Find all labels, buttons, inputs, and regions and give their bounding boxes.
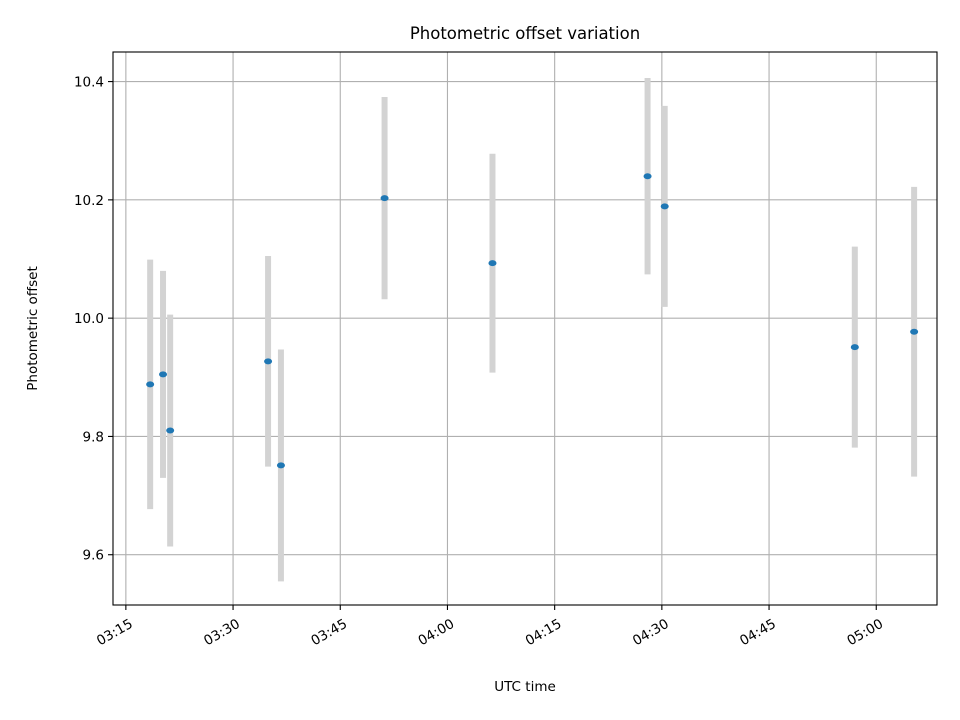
x-tick-label: 04:00 — [416, 616, 458, 649]
data-point — [264, 358, 273, 365]
x-tick-label: 05:00 — [844, 616, 886, 649]
y-tick-label: 10.0 — [74, 311, 104, 327]
data-point — [643, 173, 652, 180]
data-point — [276, 462, 285, 469]
data-point — [146, 381, 155, 388]
error-bars — [147, 78, 918, 582]
data-point — [910, 328, 919, 335]
y-axis-label: Photometric offset — [25, 266, 41, 390]
x-tick-label: 04:45 — [737, 616, 779, 649]
data-points — [146, 173, 919, 469]
x-tick-label: 03:15 — [94, 616, 136, 649]
x-axis-label: UTC time — [494, 679, 556, 695]
y-tick-label: 10.2 — [74, 193, 104, 209]
y-tick-label: 9.6 — [83, 548, 104, 564]
x-axis-ticks: 03:15 03:30 03:45 04:00 04:15 04:30 04:45 05:00 — [94, 605, 886, 649]
x-tick-label: 03:45 — [308, 616, 350, 649]
data-point — [166, 427, 175, 434]
y-tick-label: 10.4 — [74, 75, 104, 91]
data-point — [488, 260, 497, 267]
chart-title: Photometric offset variation — [410, 24, 640, 43]
x-tick-label: 04:15 — [523, 616, 565, 649]
data-point — [159, 371, 168, 378]
x-tick-label: 03:30 — [201, 616, 243, 649]
data-point — [380, 195, 389, 202]
grid — [113, 52, 937, 605]
y-tick-label: 9.8 — [83, 429, 104, 445]
data-point — [850, 344, 859, 351]
data-point — [660, 203, 669, 210]
x-tick-label: 04:30 — [630, 616, 672, 649]
plot-frame — [112, 51, 938, 606]
y-axis-ticks: 9.6 9.8 10.0 10.2 10.4 — [74, 75, 113, 564]
